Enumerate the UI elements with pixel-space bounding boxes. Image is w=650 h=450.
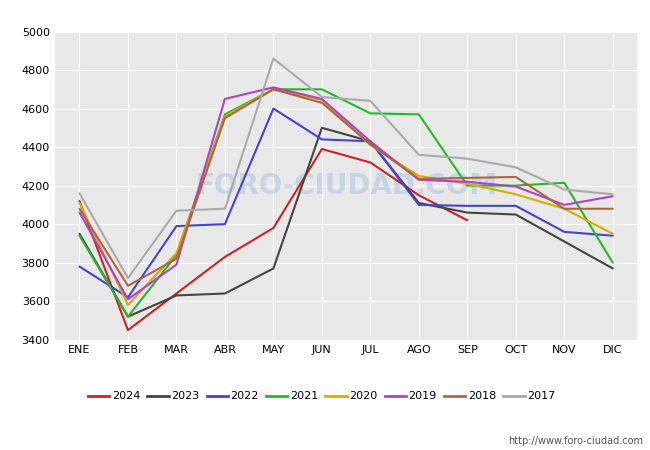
Text: 2024: 2024 (112, 391, 140, 401)
Text: 2020: 2020 (349, 391, 377, 401)
Text: 2017: 2017 (527, 391, 555, 401)
Text: Afiliados en Abarán a 30/9/2024: Afiliados en Abarán a 30/9/2024 (180, 6, 470, 24)
Text: 2023: 2023 (171, 391, 200, 401)
Text: 2022: 2022 (230, 391, 259, 401)
Text: 2021: 2021 (290, 391, 318, 401)
Text: FORO-CIUDAD.COM: FORO-CIUDAD.COM (195, 171, 497, 200)
Text: 2018: 2018 (467, 391, 496, 401)
Text: http://www.foro-ciudad.com: http://www.foro-ciudad.com (508, 436, 644, 446)
Text: 2019: 2019 (408, 391, 437, 401)
